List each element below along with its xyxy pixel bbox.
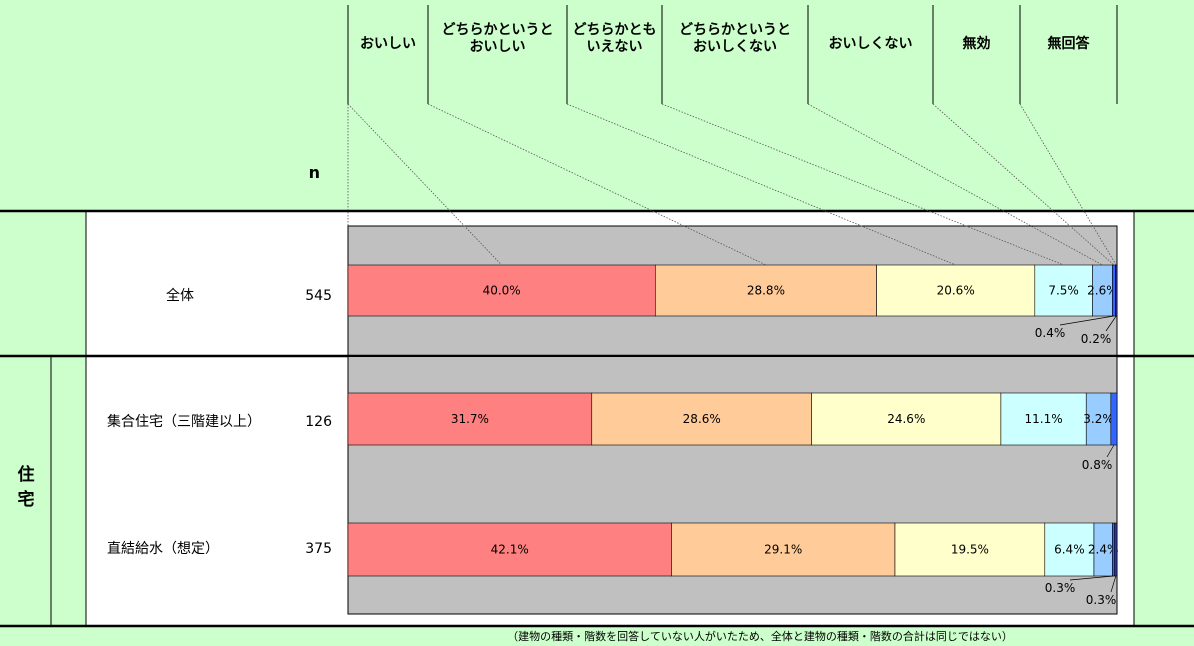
row-header-cell-blank <box>0 211 86 356</box>
row-n-value: 545 <box>305 288 332 304</box>
bar-value-label: 2.4% <box>1088 543 1119 557</box>
bar-segment <box>1034 264 1093 317</box>
bar-segment <box>591 392 813 446</box>
row-n-value: 126 <box>305 414 332 430</box>
bar-value-label: 6.4% <box>1054 543 1085 557</box>
bar-value-label: 29.1% <box>764 543 802 557</box>
row-label: 直結給水（想定） <box>107 540 219 557</box>
bar-segment <box>654 264 877 317</box>
legend-label: どちらかというと <box>679 22 791 38</box>
legend-label: おいしい <box>360 36 416 52</box>
bar-segment <box>347 522 672 577</box>
series-leader-line <box>427 103 767 266</box>
bar-segment <box>347 392 593 446</box>
bar-value-label: 28.6% <box>683 412 721 426</box>
bar-segment <box>876 264 1036 317</box>
callout-value-label: 0.3% <box>1086 593 1117 607</box>
bar-segment <box>1112 522 1115 577</box>
callout-leader-line <box>1110 575 1117 593</box>
callout-value-label: 0.3% <box>1045 581 1076 595</box>
legend-label: おいしい <box>470 39 526 55</box>
group-label-char: 住 <box>18 464 35 485</box>
bar-segment <box>1044 522 1095 577</box>
right-margin-cell <box>1134 211 1194 625</box>
callout-value-label: 0.8% <box>1082 458 1113 472</box>
series-leader-line <box>807 103 1103 266</box>
callout-leader-line <box>1069 575 1114 581</box>
row-header-cell-group <box>0 356 86 625</box>
row-label: 集合住宅（三階建以上） <box>107 413 261 430</box>
bar-segment <box>1110 392 1118 446</box>
series-leader-line <box>932 103 1115 266</box>
callout-leader-line <box>1105 315 1117 332</box>
series-leader-line <box>1019 103 1117 266</box>
bar-value-label: 3.2% <box>1083 412 1114 426</box>
group-label-char: 宅 <box>18 489 35 510</box>
bar-value-label: 42.1% <box>491 543 529 557</box>
bar-segment <box>671 522 896 577</box>
bar-value-label: 20.6% <box>937 284 975 298</box>
bar-segment <box>1085 392 1112 446</box>
bar-segment <box>347 264 656 317</box>
bar-value-label: 2.6% <box>1087 284 1118 298</box>
series-leader-line <box>566 103 956 266</box>
bar-segment <box>1115 264 1118 317</box>
callout-leader-line <box>1106 444 1115 458</box>
callout-value-label: 0.2% <box>1081 332 1112 346</box>
bar-value-label: 24.6% <box>887 412 925 426</box>
legend-label: 無回答 <box>1048 35 1091 52</box>
bar-segment <box>894 522 1046 577</box>
legend-label: おいしくない <box>829 36 913 52</box>
bar-segment <box>811 392 1002 446</box>
legend-label: 無効 <box>963 35 991 52</box>
row-label: 全体 <box>166 287 194 304</box>
bar-value-label: 28.8% <box>747 284 785 298</box>
series-leader-line <box>347 103 502 266</box>
row-n-value: 375 <box>305 541 332 557</box>
bar-value-label: 7.5% <box>1048 284 1079 298</box>
legend-label: いえない <box>587 39 643 55</box>
bar-value-label: 19.5% <box>951 543 989 557</box>
legend-label: おいしくない <box>693 39 777 55</box>
bar-segment <box>1114 522 1118 577</box>
legend-label: どちらかとも <box>573 22 657 38</box>
n-header: n <box>309 163 320 182</box>
footnote: （建物の種類・階数を回答していない人がいたため、全体と建物の種類・階数の合計は同… <box>507 629 1013 643</box>
legend-label: どちらかというと <box>442 22 554 38</box>
bar-value-label: 11.1% <box>1024 412 1062 426</box>
bar-value-label: 31.7% <box>451 412 489 426</box>
bar-value-label: 40.0% <box>483 284 521 298</box>
series-leader-line <box>661 103 1064 266</box>
callout-value-label: 0.4% <box>1035 326 1066 340</box>
bar-segment <box>1112 264 1116 317</box>
callout-leader-line <box>1059 315 1114 326</box>
bar-segment <box>1000 392 1087 446</box>
